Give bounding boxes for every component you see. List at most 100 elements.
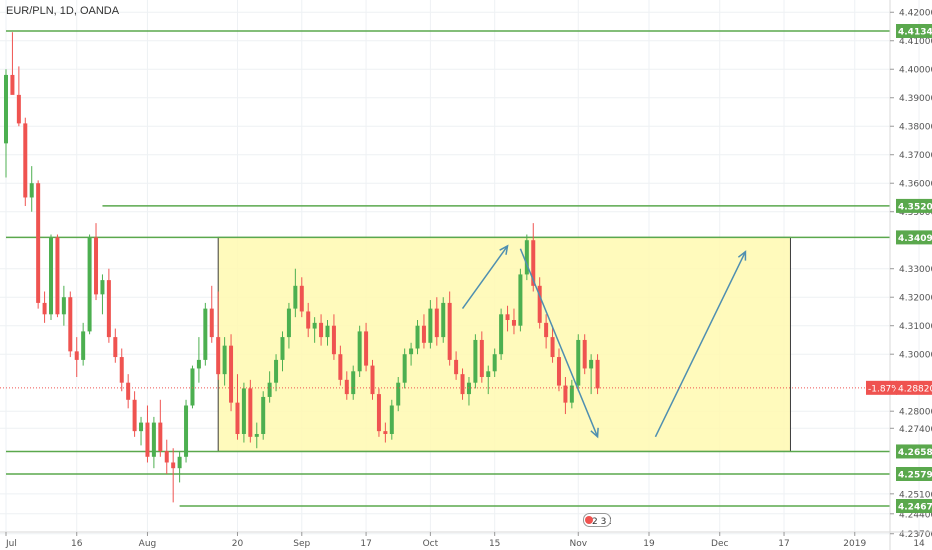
candle[interactable] — [49, 234, 54, 321]
candle[interactable] — [286, 302, 291, 349]
candle[interactable] — [42, 291, 47, 323]
candle[interactable] — [171, 448, 176, 503]
candle[interactable] — [518, 268, 523, 332]
candle[interactable] — [74, 337, 79, 377]
candle[interactable] — [338, 345, 343, 386]
candle[interactable] — [139, 416, 144, 446]
candle[interactable] — [106, 268, 111, 343]
candle[interactable] — [479, 331, 484, 383]
candle[interactable] — [132, 391, 137, 437]
candle[interactable] — [550, 325, 555, 363]
candle[interactable] — [4, 69, 8, 178]
candle[interactable] — [389, 399, 394, 440]
candle[interactable] — [184, 399, 189, 463]
candle[interactable] — [421, 314, 426, 349]
candle[interactable] — [383, 422, 388, 443]
candle[interactable] — [556, 348, 561, 392]
candle[interactable] — [344, 371, 349, 400]
candle[interactable] — [312, 317, 317, 343]
candle[interactable] — [177, 451, 182, 483]
candle[interactable] — [331, 314, 336, 360]
candle[interactable] — [319, 314, 324, 346]
range-box[interactable] — [217, 236, 791, 452]
candle[interactable] — [537, 277, 542, 329]
candle[interactable] — [16, 66, 21, 127]
candle[interactable] — [569, 379, 574, 409]
candle[interactable] — [351, 365, 356, 400]
events-badge[interactable]: 2 3 3 — [583, 513, 611, 527]
candle[interactable] — [222, 337, 227, 386]
candle[interactable] — [229, 334, 234, 412]
candle[interactable] — [325, 320, 330, 346]
candle[interactable] — [23, 117, 28, 207]
candle[interactable] — [409, 342, 414, 366]
candle[interactable] — [36, 180, 41, 309]
candle[interactable] — [100, 274, 105, 315]
candle[interactable] — [151, 416, 156, 469]
candle[interactable] — [113, 328, 118, 363]
candle[interactable] — [376, 388, 381, 437]
candle[interactable] — [94, 223, 99, 301]
candle[interactable] — [145, 405, 150, 463]
candle[interactable] — [267, 371, 272, 403]
candle[interactable] — [261, 391, 266, 440]
candle[interactable] — [306, 302, 311, 338]
candle[interactable] — [582, 334, 587, 375]
candle[interactable] — [254, 422, 259, 449]
candle[interactable] — [87, 234, 92, 335]
candle[interactable] — [196, 337, 201, 383]
candle[interactable] — [126, 374, 131, 409]
candle[interactable] — [402, 348, 407, 389]
candle[interactable] — [544, 314, 549, 349]
level-price-tag-bg — [896, 24, 932, 38]
candle[interactable] — [486, 365, 491, 395]
trend-arrow[interactable] — [461, 244, 509, 310]
candle[interactable] — [190, 365, 195, 409]
candle[interactable] — [370, 359, 375, 400]
candle[interactable] — [29, 166, 34, 212]
candle[interactable] — [209, 285, 214, 343]
candle[interactable] — [499, 308, 504, 360]
candle[interactable] — [55, 234, 60, 318]
candle[interactable] — [61, 285, 66, 326]
candle[interactable] — [454, 351, 459, 380]
trend-arrow[interactable] — [654, 250, 747, 438]
candle[interactable] — [511, 308, 516, 335]
candle[interactable] — [415, 320, 420, 355]
candle[interactable] — [203, 302, 208, 366]
candle[interactable] — [492, 348, 497, 377]
candle[interactable] — [505, 305, 510, 332]
candle[interactable] — [428, 300, 433, 349]
candle[interactable] — [576, 334, 581, 392]
candle[interactable] — [441, 297, 446, 343]
candle[interactable] — [466, 376, 471, 406]
candle[interactable] — [158, 399, 163, 457]
candle[interactable] — [274, 354, 279, 392]
candle[interactable] — [280, 331, 285, 372]
candle[interactable] — [364, 322, 369, 372]
candle[interactable] — [357, 325, 362, 377]
candle[interactable] — [524, 234, 529, 281]
candle[interactable] — [434, 297, 439, 346]
candle[interactable] — [68, 291, 73, 358]
candle[interactable] — [119, 348, 124, 392]
candle[interactable] — [10, 32, 15, 95]
candle[interactable] — [396, 376, 401, 412]
candle[interactable] — [235, 374, 240, 440]
candle[interactable] — [81, 322, 86, 366]
candle[interactable] — [460, 368, 465, 400]
candle[interactable] — [248, 379, 253, 443]
trend-arrow[interactable] — [519, 248, 599, 439]
candle-body — [119, 357, 124, 383]
candle[interactable] — [299, 277, 304, 318]
candle[interactable] — [293, 268, 298, 318]
candle[interactable] — [164, 439, 169, 474]
candle[interactable] — [473, 334, 478, 389]
candle[interactable] — [241, 382, 246, 443]
candle[interactable] — [447, 291, 452, 366]
candle[interactable] — [216, 291, 221, 380]
candle-body — [344, 379, 349, 395]
candle[interactable] — [563, 376, 568, 415]
